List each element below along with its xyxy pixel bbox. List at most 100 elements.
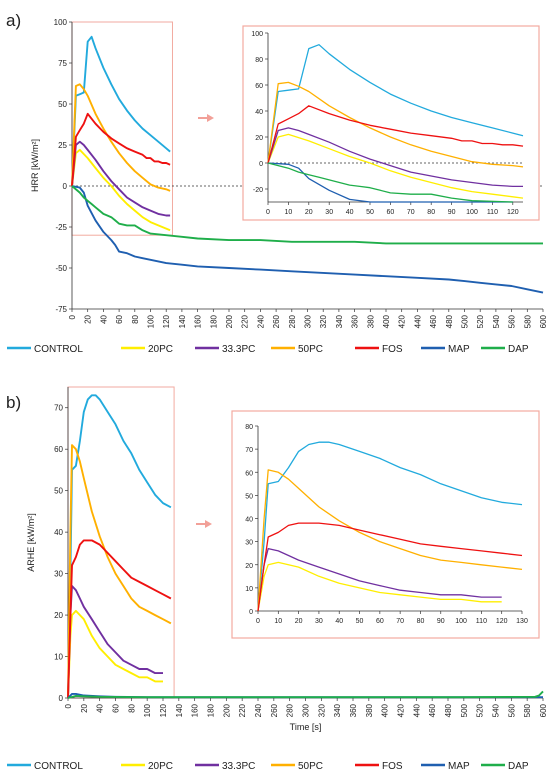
a_main-xtick-label: 520 xyxy=(476,314,485,328)
b_main-xtick-label: 440 xyxy=(412,703,421,717)
b_inset-ytick-label: 50 xyxy=(245,493,253,500)
b_inset-series-33-3pc xyxy=(257,547,502,612)
legend-label-50pc: 50PC xyxy=(298,344,323,355)
a_main-xtick-label: 200 xyxy=(225,314,234,328)
a_inset-ytick-label: 40 xyxy=(255,109,263,116)
a_main-ytick-label: -25 xyxy=(55,223,67,232)
a_main-xtick-label: 440 xyxy=(413,314,422,328)
a_inset-xtick-label: 60 xyxy=(387,209,395,216)
a_inset-series-fos xyxy=(267,105,524,164)
b_main-series-dap xyxy=(67,690,544,699)
a_main-xtick-label: 560 xyxy=(508,314,517,328)
a_main-xtick-label: 280 xyxy=(288,314,297,328)
b_main-series-control xyxy=(67,394,172,699)
b_inset-xtick-label: 0 xyxy=(256,618,260,625)
b_main-xtick-label: 60 xyxy=(112,703,121,712)
a_main-xtick-label: 260 xyxy=(272,314,281,328)
a_main-xtick-label: 120 xyxy=(162,314,171,328)
b_inset-xtick-label: 60 xyxy=(376,618,384,625)
b_main-xtick-label: 0 xyxy=(64,703,73,708)
a_inset-series-map xyxy=(267,162,513,203)
b_main-xtick-label: 360 xyxy=(349,703,358,717)
a_inset-ytick-label: 0 xyxy=(259,161,263,168)
b_inset-xtick-label: 110 xyxy=(476,618,487,625)
a_inset-inset-frame xyxy=(242,25,540,221)
a_main-xtick-label: 300 xyxy=(304,314,313,328)
a_main-series-50pc xyxy=(71,83,171,192)
b_main-xtick-label: 80 xyxy=(127,703,136,712)
b_main-series-33-3pc xyxy=(67,585,163,699)
a_main-xtick-label: 60 xyxy=(115,314,124,323)
a_main-series-20pc xyxy=(71,148,171,232)
b_main-ytick-label: 60 xyxy=(54,445,63,454)
a_main-series-33-3pc xyxy=(71,140,171,217)
b_inset-xtick-label: 50 xyxy=(356,618,364,625)
b_inset-series-fos xyxy=(257,522,523,612)
b_main-xtick-label: 180 xyxy=(207,703,216,717)
a_main-xtick-label: 360 xyxy=(351,314,360,328)
a_inset-xtick-label: 90 xyxy=(448,209,456,216)
a_inset-xtick-label: 120 xyxy=(507,209,519,216)
panel-label-a: a) xyxy=(6,11,21,30)
b_main-xtick-label: 300 xyxy=(302,703,311,717)
a_main-xtick-label: 160 xyxy=(194,314,203,328)
b_main-series-50pc xyxy=(67,444,172,699)
b_inset-ytick-label: 80 xyxy=(245,424,253,431)
b_inset-xtick-label: 20 xyxy=(295,618,303,625)
a_inset-ytick-label: 20 xyxy=(255,135,263,142)
b_main-xtick-label: 400 xyxy=(381,703,390,717)
legend-label-33-3pc: 33.3PC xyxy=(222,761,255,772)
a_inset-xtick-label: 0 xyxy=(266,209,270,216)
a_inset-series-20pc xyxy=(267,133,524,199)
a_main-xtick-label: 180 xyxy=(209,314,218,328)
b_main-ytick-label: 70 xyxy=(54,404,63,413)
b_inset-xtick-label: 30 xyxy=(315,618,323,625)
a_main-ytick-label: 0 xyxy=(63,182,68,191)
a_inset-xtick-label: 100 xyxy=(466,209,478,216)
b_inset-xtick-label: 40 xyxy=(335,618,343,625)
zoom-arrow-head xyxy=(207,114,214,122)
b_inset-series-20pc xyxy=(257,561,502,612)
b_main-ytick-label: 10 xyxy=(54,653,63,662)
a_main-series-dap xyxy=(71,185,543,245)
a_main-xtick-label: 0 xyxy=(68,314,77,319)
a_main-xtick-label: 420 xyxy=(398,314,407,328)
legend-label-33-3pc: 33.3PC xyxy=(222,344,255,355)
b_main-xtick-label: 140 xyxy=(175,703,184,717)
a_main-series-control xyxy=(71,35,171,187)
b_inset-xtick-label: 70 xyxy=(396,618,404,625)
legend-label-map: MAP xyxy=(448,761,470,772)
a_main-xtick-label: 140 xyxy=(178,314,187,328)
b_main-xtick-label: 280 xyxy=(286,703,295,717)
b_main-xtick-label: 600 xyxy=(539,703,548,717)
b_main-ytick-label: 40 xyxy=(54,528,63,537)
b_main-series-fos xyxy=(67,539,172,699)
a_inset-xtick-label: 70 xyxy=(407,209,415,216)
b_main-xtick-label: 480 xyxy=(444,703,453,717)
legend-label-dap: DAP xyxy=(508,761,529,772)
b_main-xtick-label: 120 xyxy=(159,703,168,717)
a_main-ytick-label: 100 xyxy=(54,18,68,27)
b_main-xtick-label: 220 xyxy=(238,703,247,717)
b_main-ytick-label: 0 xyxy=(59,694,64,703)
b_inset-ytick-label: 10 xyxy=(245,586,253,593)
b_main-xtick-label: 20 xyxy=(80,703,89,712)
a_inset-xtick-label: 10 xyxy=(285,209,293,216)
b_main-xtick-label: 500 xyxy=(460,703,469,717)
a_main-xtick-label: 380 xyxy=(366,314,375,328)
a_main-xtick-label: 340 xyxy=(335,314,344,328)
legend-label-dap: DAP xyxy=(508,344,529,355)
panel-label-b: b) xyxy=(6,393,21,412)
b_main-xtick-label: 580 xyxy=(523,703,532,717)
zoom-arrow-head xyxy=(205,520,212,528)
a_main-xtick-label: 80 xyxy=(131,314,140,323)
b_main-xtick-label: 460 xyxy=(428,703,437,717)
b_inset-xtick-label: 10 xyxy=(274,618,282,625)
legend-label-20pc: 20PC xyxy=(148,344,173,355)
b_main-xtick-label: 380 xyxy=(365,703,374,717)
b_main-xtick-label: 560 xyxy=(507,703,516,717)
b_main-xtick-label: 240 xyxy=(254,703,263,717)
